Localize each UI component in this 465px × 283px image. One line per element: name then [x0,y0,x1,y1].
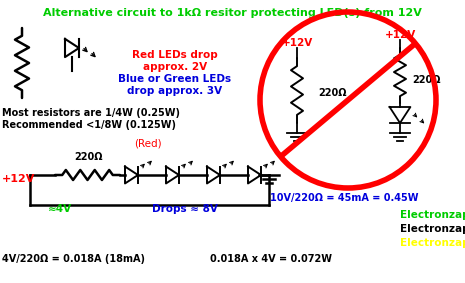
Text: +12V: +12V [385,30,416,40]
Text: Recommended <1/8W (0.125W): Recommended <1/8W (0.125W) [2,120,176,130]
Text: 4V/220Ω = 0.018A (18mA): 4V/220Ω = 0.018A (18mA) [2,254,145,264]
Text: 10V/220Ω = 45mA = 0.45W: 10V/220Ω = 45mA = 0.45W [270,193,418,203]
Text: +12V: +12V [2,174,35,184]
Text: 220Ω: 220Ω [412,75,440,85]
Text: Alternative circuit to 1kΩ resitor protecting LED(s) from 12V: Alternative circuit to 1kΩ resitor prote… [43,8,422,18]
Text: Electronzap: Electronzap [400,238,465,248]
Text: (Red): (Red) [134,138,162,148]
Text: Drops ≈ 8V: Drops ≈ 8V [152,204,218,214]
Text: Most resistors are 1/4W (0.25W): Most resistors are 1/4W (0.25W) [2,108,180,118]
Text: Electronzap: Electronzap [400,224,465,234]
Text: Blue or Green LEDs
drop approx. 3V: Blue or Green LEDs drop approx. 3V [119,74,232,96]
Text: +12V: +12V [281,38,312,48]
Text: 0.018A x 4V = 0.072W: 0.018A x 4V = 0.072W [210,254,332,264]
Text: 220Ω: 220Ω [318,88,346,98]
Text: Electronzap: Electronzap [400,210,465,220]
Text: Red LEDs drop
approx. 2V: Red LEDs drop approx. 2V [132,50,218,72]
Text: ≈4V: ≈4V [48,204,72,214]
Text: 220Ω: 220Ω [74,152,102,162]
